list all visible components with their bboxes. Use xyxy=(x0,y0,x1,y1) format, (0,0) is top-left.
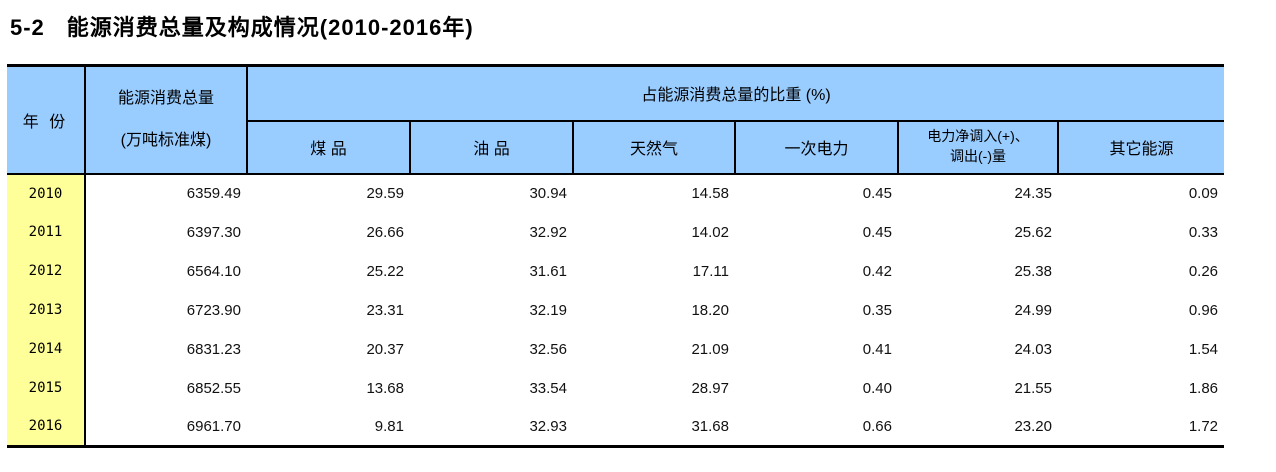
value-cell: 23.31 xyxy=(366,301,404,319)
value-cell: 33.54 xyxy=(529,379,567,397)
value-cell: 24.99 xyxy=(1014,301,1052,319)
value-cell: 23.20 xyxy=(1014,417,1052,435)
col-header-total-line1: 能源消费总量 xyxy=(117,89,214,107)
value-cell: 18.20 xyxy=(691,301,729,319)
value-cell: 0.45 xyxy=(862,223,892,241)
table-body: 2010 6359.49 29.59 30.94 14.58 0.45 24.3… xyxy=(7,173,1224,447)
col-header-coal: 煤 品 xyxy=(247,119,411,175)
table-row: 2010 6359.49 29.59 30.94 14.58 0.45 24.3… xyxy=(7,173,1224,213)
col-header-primary-electricity: 一次电力 xyxy=(734,119,899,175)
year-cell: 2015 xyxy=(7,368,86,408)
value-cell: 0.35 xyxy=(862,301,892,319)
value-cell: 0.09 xyxy=(1188,185,1219,202)
value-cell: 31.68 xyxy=(691,417,729,435)
value-cell: 17.11 xyxy=(692,262,729,280)
value-cell: 28.97 xyxy=(691,379,729,397)
year-cell: 2013 xyxy=(7,290,86,330)
value-cell: 1.54 xyxy=(1188,340,1219,358)
value-cell: 0.41 xyxy=(862,340,892,358)
col-header-other-energy: 其它能源 xyxy=(1056,119,1225,175)
value-cell: 29.59 xyxy=(366,185,404,202)
col-header-net-electricity-transfer: 电力净调入(+)、 调出(-)量 xyxy=(897,119,1059,175)
table-row: 2013 6723.90 23.31 32.19 18.20 0.35 24.9… xyxy=(7,290,1224,330)
col-header-share-group: 占能源消费总量的比重 (%) xyxy=(245,64,1225,122)
table-title-text: 能源消费总量及构成情况(2010-2016年) xyxy=(66,15,474,40)
value-cell: 0.45 xyxy=(862,185,892,202)
col-header-year: 年 份 xyxy=(7,64,86,175)
value-cell: 25.62 xyxy=(1014,223,1052,241)
col-header-total-consumption: 能源消费总量 (万吨标准煤) xyxy=(84,64,248,175)
value-cell: 13.68 xyxy=(366,379,404,397)
value-cell: 9.81 xyxy=(374,417,404,435)
value-cell: 30.94 xyxy=(529,185,567,202)
value-cell: 6723.90 xyxy=(186,301,241,319)
col-header-total-line2: (万吨标准煤) xyxy=(120,131,212,149)
value-cell: 24.03 xyxy=(1014,340,1052,358)
value-cell: 6852.55 xyxy=(186,379,241,397)
table-row: 2012 6564.10 25.22 31.61 17.11 0.42 25.3… xyxy=(7,251,1224,291)
table-row: 2016 6961.70 9.81 32.93 31.68 0.66 23.20… xyxy=(7,407,1224,447)
value-cell: 0.42 xyxy=(862,262,892,280)
col-header-natural-gas: 天然气 xyxy=(572,119,736,175)
value-cell: 26.66 xyxy=(366,223,404,241)
value-cell: 25.22 xyxy=(366,262,404,280)
value-cell: 32.19 xyxy=(529,301,567,319)
col-header-oil: 油 品 xyxy=(409,119,574,175)
table-number: 5-2 xyxy=(10,15,45,40)
value-cell: 6831.23 xyxy=(186,340,241,358)
value-cell: 24.35 xyxy=(1014,185,1052,202)
value-cell: 1.72 xyxy=(1188,417,1219,435)
table-row: 2014 6831.23 20.37 32.56 21.09 0.41 24.0… xyxy=(7,329,1224,369)
value-cell: 0.26 xyxy=(1188,262,1219,280)
value-cell: 0.33 xyxy=(1188,223,1219,241)
year-cell: 2016 xyxy=(7,407,86,447)
year-cell: 2014 xyxy=(7,329,86,369)
value-cell: 32.93 xyxy=(529,417,567,435)
value-cell: 0.66 xyxy=(862,417,892,435)
energy-consumption-table: 年 份 能源消费总量 (万吨标准煤) 占能源消费总量的比重 (%) 煤 品 油 … xyxy=(7,64,1225,448)
value-cell: 0.96 xyxy=(1188,301,1219,319)
value-cell: 6397.30 xyxy=(186,223,241,241)
value-cell: 25.38 xyxy=(1014,262,1052,280)
value-cell: 31.61 xyxy=(529,262,567,280)
value-cell: 14.58 xyxy=(691,185,729,202)
value-cell: 6359.49 xyxy=(186,185,241,202)
value-cell: 1.86 xyxy=(1188,379,1219,397)
value-cell: 6564.10 xyxy=(186,262,241,280)
year-cell: 2010 xyxy=(7,173,86,213)
value-cell: 20.37 xyxy=(366,340,404,358)
table-row: 2015 6852.55 13.68 33.54 28.97 0.40 21.5… xyxy=(7,368,1224,408)
value-cell: 6961.70 xyxy=(186,417,241,435)
value-cell: 21.09 xyxy=(691,340,729,358)
value-cell: 32.56 xyxy=(529,340,567,358)
value-cell: 0.40 xyxy=(862,379,892,397)
value-cell: 14.02 xyxy=(691,223,729,241)
value-cell: 21.55 xyxy=(1014,379,1052,397)
table-header: 年 份 能源消费总量 (万吨标准煤) 占能源消费总量的比重 (%) 煤 品 油 … xyxy=(7,64,1225,175)
year-cell: 2012 xyxy=(7,251,86,291)
value-cell: 32.92 xyxy=(529,223,567,241)
page-title: 5-2 能源消费总量及构成情况(2010-2016年) xyxy=(10,10,474,42)
table-row: 2011 6397.30 26.66 32.92 14.02 0.45 25.6… xyxy=(7,212,1224,252)
year-cell: 2011 xyxy=(7,212,86,252)
